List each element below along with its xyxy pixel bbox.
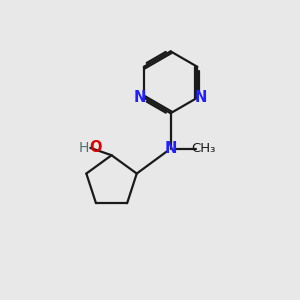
Text: N: N xyxy=(134,90,146,105)
Text: H: H xyxy=(79,141,89,155)
Text: CH₃: CH₃ xyxy=(191,142,215,155)
Text: O: O xyxy=(89,140,102,155)
Text: N: N xyxy=(164,141,177,156)
Text: N: N xyxy=(195,90,207,105)
